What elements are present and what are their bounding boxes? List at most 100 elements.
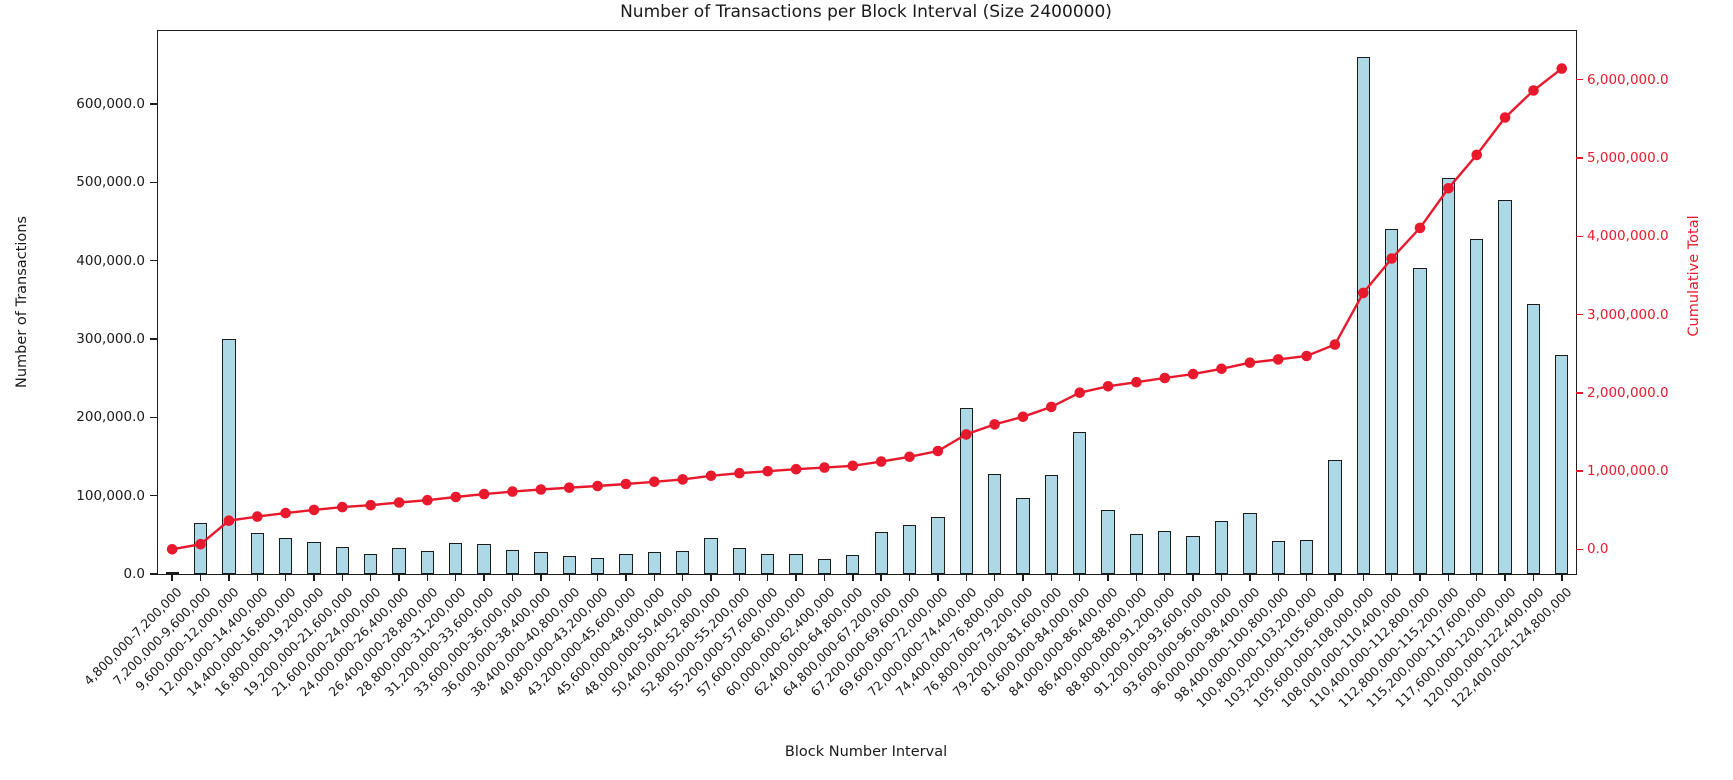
left-axis-tick [149, 416, 157, 418]
bar [931, 516, 945, 574]
x-tick [738, 574, 741, 581]
cumulative-point [450, 491, 462, 503]
right-axis-tick-label: 1,000,000.0 [1587, 463, 1669, 480]
bar [1384, 229, 1399, 574]
bar [1073, 432, 1087, 574]
x-tick [398, 574, 400, 581]
cumulative-point [1301, 350, 1312, 362]
bar [732, 548, 747, 574]
bar [1214, 520, 1229, 574]
cumulative-point [1102, 381, 1114, 392]
x-tick [596, 574, 599, 581]
bar [1299, 539, 1314, 574]
left-axis-tick-label: 600,000.0 [76, 95, 145, 112]
bar [392, 547, 406, 574]
cumulative-point [592, 480, 603, 492]
x-tick [1362, 574, 1364, 581]
bar [193, 522, 208, 574]
x-tick [1419, 574, 1421, 581]
x-tick [228, 574, 230, 581]
bar [704, 537, 718, 574]
bar [278, 538, 293, 574]
right-axis-tick-label: 2,000,000.0 [1587, 384, 1669, 401]
cumulative-point [1187, 368, 1199, 380]
x-tick [852, 574, 854, 581]
bar [1243, 512, 1257, 574]
cumulative-point [1017, 411, 1029, 423]
x-tick [653, 574, 655, 581]
cumulative-point [734, 467, 745, 479]
bar [335, 546, 349, 574]
right-axis-tick-label: 4,000,000.0 [1587, 228, 1669, 245]
right-axis-tick [1576, 313, 1583, 316]
cumulative-point [478, 488, 490, 500]
bar [477, 544, 491, 574]
x-tick [1504, 574, 1506, 581]
bar [1016, 498, 1030, 574]
x-tick [993, 574, 996, 581]
bar [902, 525, 917, 574]
cumulative-point [1074, 387, 1085, 399]
cumulative-point [649, 476, 660, 488]
x-tick [625, 574, 627, 581]
cumulative-point [535, 484, 547, 495]
x-tick [965, 574, 967, 581]
cumulative-point [507, 486, 518, 497]
x-tick [1164, 574, 1166, 581]
x-tick [1305, 574, 1308, 581]
plot-area: 4,800,000-7,200,000 7,200,000-9,600,000 9,… [76, 30, 1669, 711]
x-tick [568, 574, 570, 581]
cumulative-point [1046, 401, 1057, 413]
cumulative-point [337, 501, 348, 513]
cumulative-point [1216, 363, 1227, 375]
bar [1328, 460, 1342, 574]
cumulative-point [989, 419, 1000, 430]
cumulative-point [422, 494, 433, 506]
bar [874, 532, 888, 574]
bar [1158, 531, 1172, 574]
bar [959, 407, 973, 574]
bar [1186, 535, 1200, 574]
bar [1526, 303, 1541, 574]
x-tick [511, 574, 514, 581]
cumulative-point [677, 474, 688, 485]
cumulative-point [620, 478, 632, 490]
cumulative-point [875, 456, 887, 467]
bar [761, 553, 775, 574]
bar [420, 550, 435, 574]
cumulative-point [563, 482, 575, 494]
cumulative-point [1272, 354, 1284, 365]
cumulative-point [904, 451, 915, 463]
right-axis-tick-label: 3,000,000.0 [1587, 306, 1669, 323]
cumulative-point [1329, 339, 1341, 350]
left-axis-tick-label: 500,000.0 [76, 174, 145, 191]
x-tick [483, 574, 485, 581]
bar [1441, 178, 1456, 574]
x-tick [1277, 574, 1279, 581]
bar [222, 338, 236, 574]
x-tick [1334, 574, 1336, 581]
cumulative-point [705, 470, 717, 482]
cumulative-line [171, 67, 1563, 551]
x-axis-label: Block Number Interval [784, 744, 948, 760]
x-tick [1476, 574, 1478, 581]
cumulative-point [166, 544, 178, 555]
right-axis-tick [1576, 157, 1583, 159]
cumulative-point [1159, 372, 1171, 384]
bar [1356, 56, 1370, 574]
x-tick [823, 574, 826, 581]
cumulative-point [252, 511, 263, 522]
x-tick [284, 574, 287, 581]
x-tick [908, 574, 911, 581]
bar [789, 553, 803, 574]
x-tick [256, 574, 258, 581]
cumulative-point [762, 465, 773, 477]
bar [1129, 533, 1144, 574]
y-axis-label-right: Cumulative Total [1686, 214, 1702, 337]
bar [1470, 239, 1484, 574]
x-tick [1220, 574, 1223, 581]
cumulative-point [1244, 357, 1256, 369]
bar [1271, 541, 1285, 574]
bar [987, 473, 1002, 574]
bar [590, 557, 605, 574]
